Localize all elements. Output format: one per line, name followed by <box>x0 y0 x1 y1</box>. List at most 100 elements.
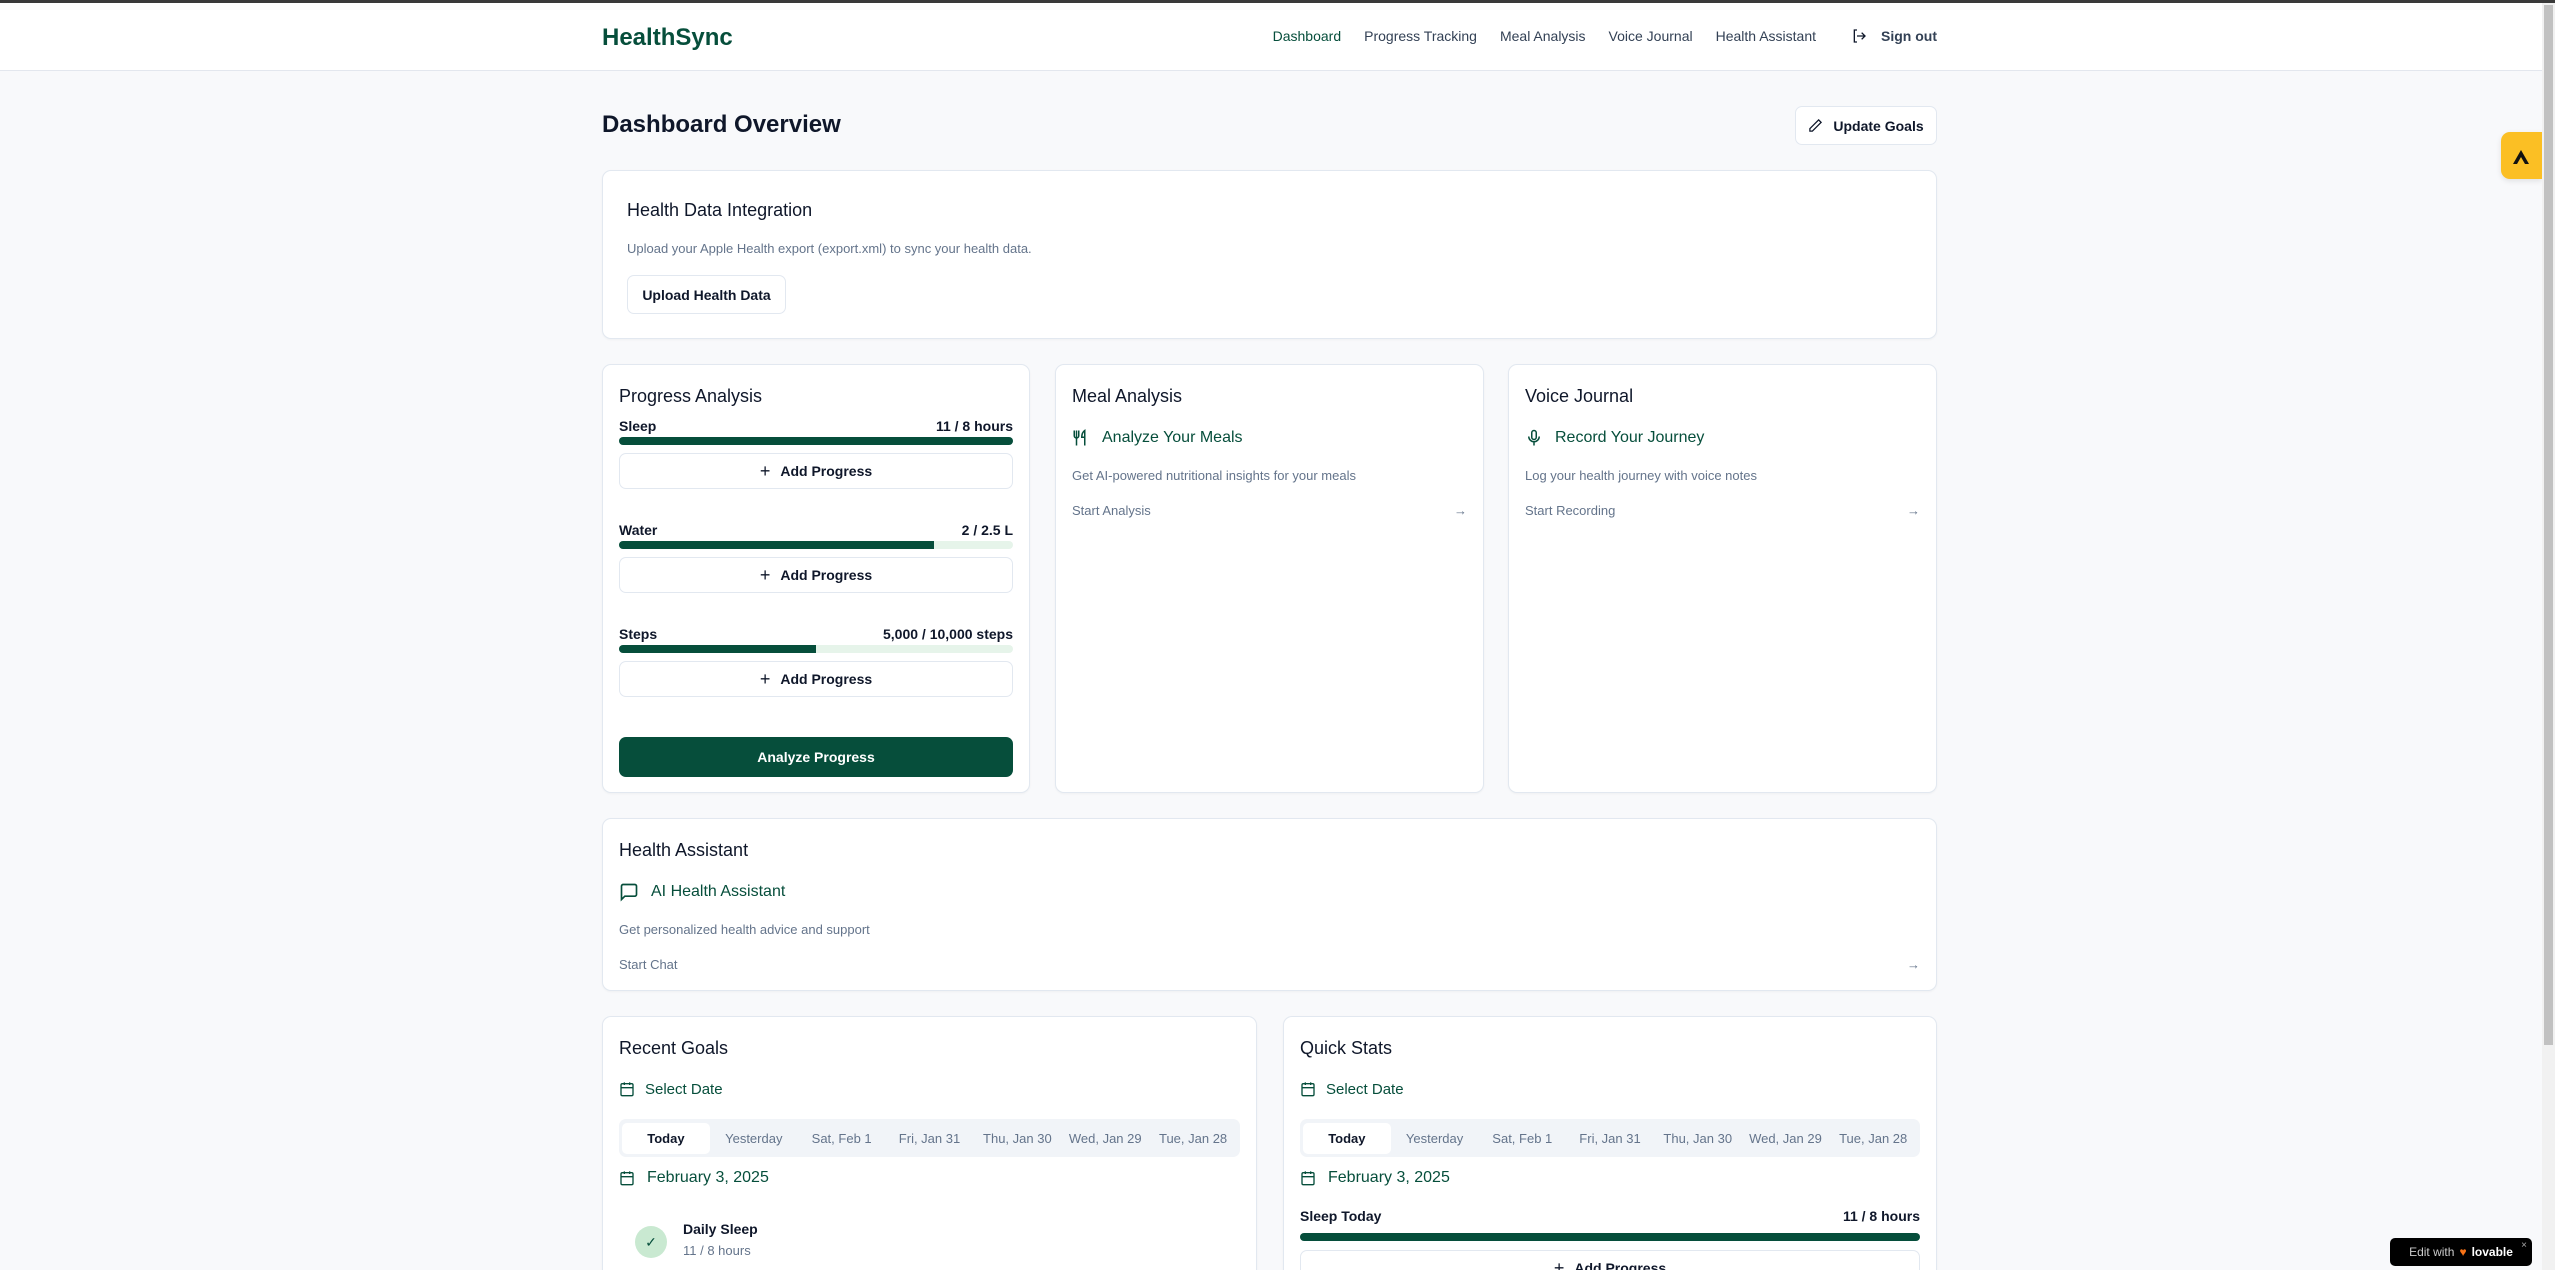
voice-journal-card: Voice Journal Record Your Journey Log yo… <box>1508 364 1937 793</box>
progress-row-sleep: Sleep 11 / 8 hours <box>619 418 1013 434</box>
link-label: Start Recording <box>1525 503 1616 518</box>
update-goals-button[interactable]: Update Goals <box>1795 106 1937 145</box>
date-tab[interactable]: Today <box>622 1122 710 1154</box>
add-progress-button[interactable]: + Add Progress <box>619 453 1013 489</box>
quick-stats-card: Quick Stats Select Date Today Yesterday Sa… <box>1283 1016 1937 1270</box>
label: Add Progress <box>780 463 873 479</box>
stat-value: 11 / 8 hours <box>1842 1208 1920 1224</box>
label: Select Date <box>1326 1080 1404 1098</box>
sleep-today-bar <box>1300 1233 1920 1241</box>
card-title: Voice Journal <box>1525 386 1634 406</box>
check-circle-icon: ✓ <box>635 1226 667 1258</box>
arrow-right-icon: → <box>1907 503 1920 518</box>
subtitle: Record Your Journey <box>1555 429 1705 446</box>
nav-meal-analysis[interactable]: Meal Analysis <box>1499 28 1586 44</box>
calendar-icon <box>619 1169 635 1187</box>
goal-name: Daily Sleep <box>683 1221 758 1237</box>
select-date-heading: Select Date <box>619 1080 723 1098</box>
plus-icon: + <box>759 460 771 481</box>
add-progress-button[interactable]: + Add Progress <box>619 557 1013 593</box>
arrow-right-icon: → <box>1454 503 1467 518</box>
progress-analysis-card: Progress Analysis Sleep 11 / 8 hours + Add… <box>602 364 1030 793</box>
metric-value: 2 / 2.5 L <box>961 522 1013 538</box>
date-tabs: Today Yesterday Sat, Feb 1 Fri, Jan 31 Thu, … <box>619 1119 1240 1157</box>
arrow-right-icon: → <box>1907 957 1920 972</box>
goal-item: ✓ Daily Sleep 11 / 8 hours <box>635 1221 758 1258</box>
progress-fill <box>619 437 1013 445</box>
subtitle: AI Health Assistant <box>651 883 786 900</box>
date-tab[interactable]: Wed, Jan 29 <box>1068 1130 1142 1146</box>
date-tab[interactable]: Sat, Feb 1 <box>811 1130 872 1146</box>
add-progress-button[interactable]: + Add Progress <box>619 661 1013 697</box>
logo[interactable]: HealthSync <box>602 24 733 51</box>
metric-value: 5,000 / 10,000 steps <box>883 626 1013 642</box>
date-tab[interactable]: Yesterday <box>1405 1130 1464 1146</box>
label: Select Date <box>645 1080 723 1098</box>
plus-icon: + <box>759 564 771 585</box>
ai-assistant-heading: AI Health Assistant <box>619 882 785 902</box>
card-title: Meal Analysis <box>1072 386 1183 406</box>
nav-menu: Dashboard Progress Tracking Meal Analysi… <box>1273 28 1937 44</box>
heart-icon: ♥ <box>2459 1245 2467 1259</box>
start-analysis-link[interactable]: Start Analysis → <box>1072 503 1467 518</box>
analyze-progress-button[interactable]: Analyze Progress <box>619 737 1013 777</box>
nav-voice-journal[interactable]: Voice Journal <box>1608 28 1693 44</box>
calendar-icon <box>1300 1080 1316 1098</box>
date-tab[interactable]: Wed, Jan 29 <box>1749 1130 1822 1146</box>
calendar-icon <box>619 1080 635 1098</box>
badge-brand: lovable <box>2471 1245 2513 1259</box>
update-goals-label: Update Goals <box>1833 117 1924 134</box>
add-progress-button[interactable]: + Add Progress <box>1300 1250 1920 1270</box>
sign-out-label: Sign out <box>1881 28 1937 44</box>
calendar-icon <box>1300 1169 1316 1187</box>
card-description: Log your health journey with voice notes <box>1525 468 1757 483</box>
date-tab[interactable]: Tue, Jan 28 <box>1158 1130 1228 1146</box>
date-tab[interactable]: Fri, Jan 31 <box>1579 1130 1641 1146</box>
date-tab[interactable]: Yesterday <box>725 1130 783 1146</box>
analyze-meals-heading: Analyze Your Meals <box>1072 428 1243 448</box>
nav-progress-tracking[interactable]: Progress Tracking <box>1364 28 1477 44</box>
start-recording-link[interactable]: Start Recording → <box>1525 503 1920 518</box>
link-label: Start Analysis <box>1072 503 1151 518</box>
nav-dashboard[interactable]: Dashboard <box>1272 28 1342 44</box>
nav-health-assistant[interactable]: Health Assistant <box>1715 28 1816 44</box>
start-chat-link[interactable]: Start Chat → <box>619 957 1920 972</box>
sign-out-button[interactable]: Sign out <box>1851 28 1937 44</box>
date-tab[interactable]: Thu, Jan 30 <box>983 1130 1052 1146</box>
pencil-icon <box>1809 118 1823 132</box>
card-title: Quick Stats <box>1300 1038 1393 1058</box>
lovable-badge[interactable]: Edit with ♥ lovable × <box>2390 1238 2532 1266</box>
upload-health-data-button[interactable]: Upload Health Data <box>627 275 786 314</box>
page-title: Dashboard Overview <box>602 111 841 138</box>
date-tab[interactable]: Sat, Feb 1 <box>1492 1130 1553 1146</box>
date-tab[interactable]: Tue, Jan 28 <box>1839 1130 1908 1146</box>
progress-bar <box>619 541 1013 549</box>
scrollbar[interactable] <box>2542 3 2555 1270</box>
subtitle: Analyze Your Meals <box>1102 429 1243 446</box>
label: February 3, 2025 <box>1328 1169 1450 1186</box>
metric-label: Sleep <box>619 418 657 434</box>
plus-icon: + <box>759 668 771 689</box>
progress-bar <box>619 645 1013 653</box>
side-extension-button[interactable] <box>2501 132 2542 179</box>
label: Add Progress <box>780 567 873 583</box>
date-tab[interactable]: Fri, Jan 31 <box>898 1130 961 1146</box>
utensils-icon <box>1073 429 1086 446</box>
progress-bar <box>619 437 1013 445</box>
goal-value: 11 / 8 hours <box>683 1243 751 1258</box>
metric-label: Steps <box>619 626 658 642</box>
selected-date: February 3, 2025 <box>619 1169 769 1187</box>
scrollbar-thumb[interactable] <box>2544 5 2553 1045</box>
date-tab[interactable]: Today <box>1303 1122 1391 1154</box>
stat-label: Sleep Today <box>1300 1208 1382 1224</box>
date-tabs: Today Yesterday Sat, Feb 1 Fri, Jan 31 Thu, … <box>1300 1119 1920 1157</box>
microphone-icon <box>1528 429 1540 446</box>
date-tab[interactable]: Thu, Jan 30 <box>1663 1130 1733 1146</box>
top-nav: HealthSync Dashboard Progress Tracking M… <box>0 3 2542 71</box>
card-description: Upload your Apple Health export (export.… <box>627 241 1032 256</box>
meal-analysis-card: Meal Analysis Analyze Your Meals Get AI-… <box>1055 364 1484 793</box>
progress-fill <box>619 645 816 653</box>
metric-value: 11 / 8 hours <box>935 418 1013 434</box>
progress-row-water: Water 2 / 2.5 L <box>619 522 1013 538</box>
close-icon[interactable]: × <box>2521 1240 2527 1251</box>
